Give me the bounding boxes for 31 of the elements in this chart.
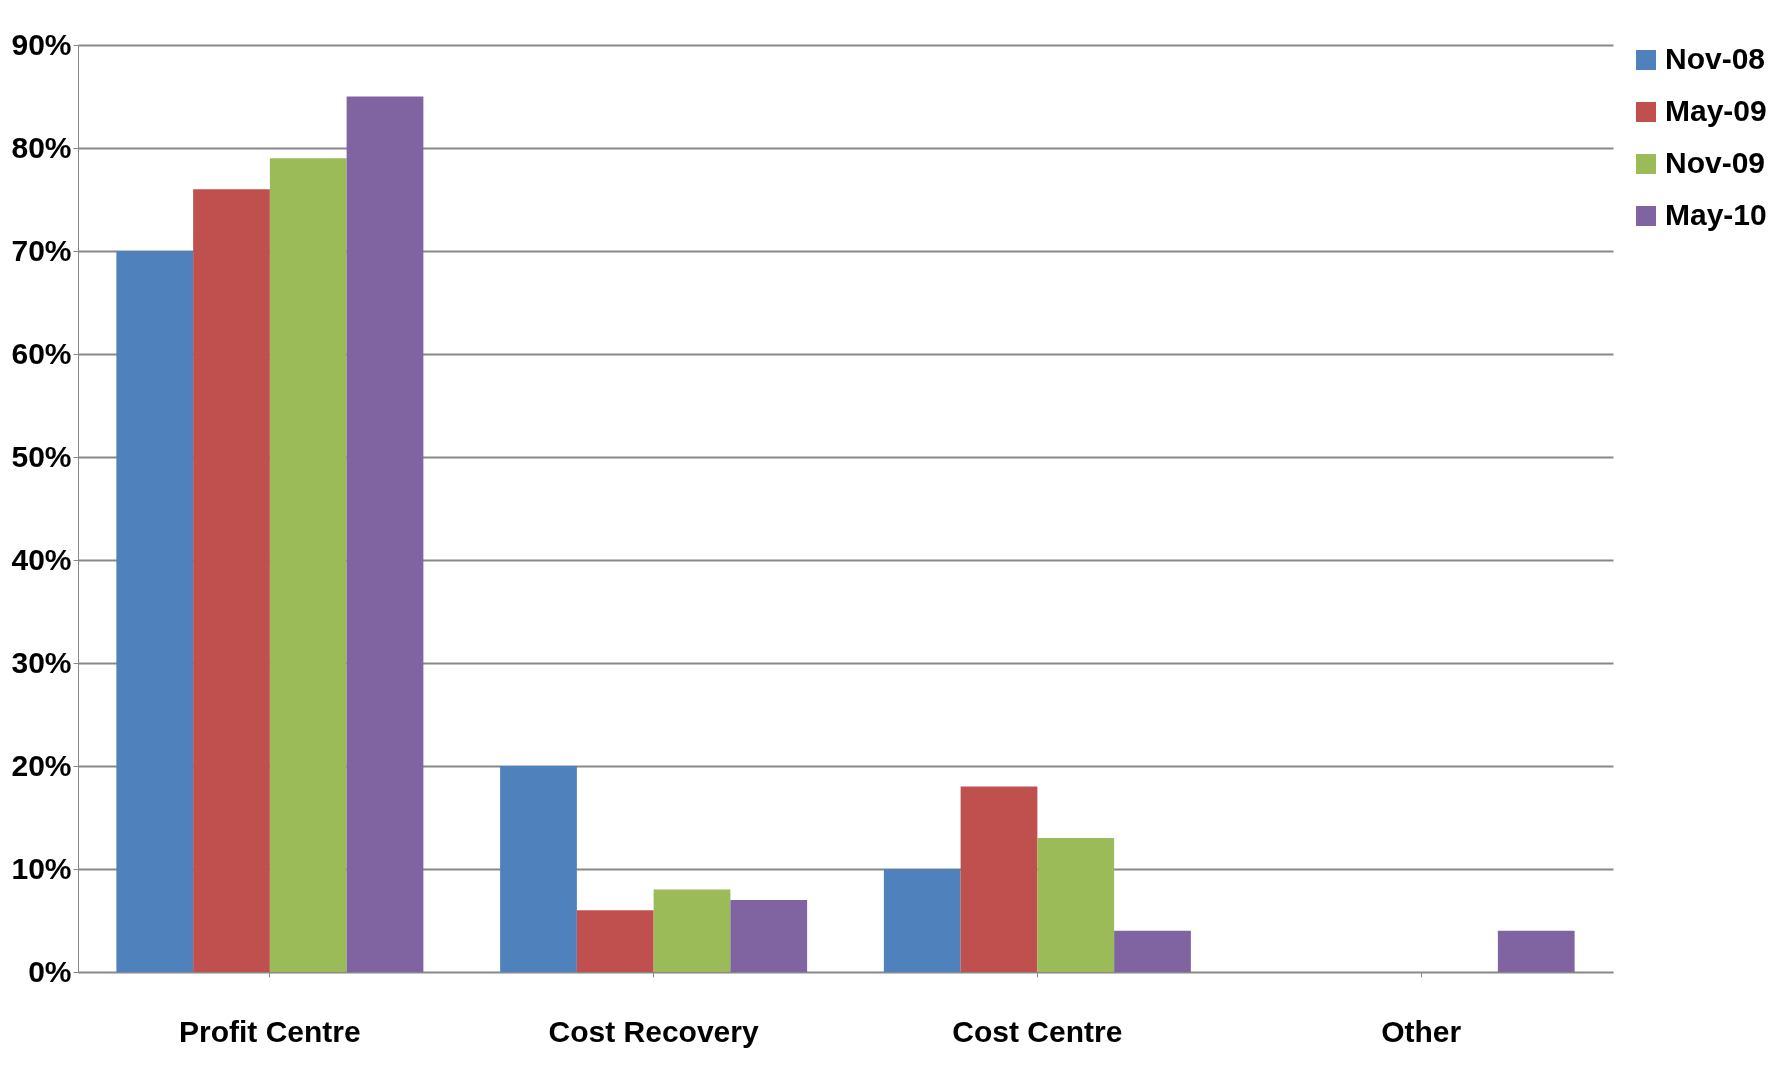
x-tick-label: Cost Recovery bbox=[548, 1014, 759, 1048]
y-tick-label: 20% bbox=[11, 748, 72, 782]
bar bbox=[1037, 838, 1115, 972]
bar bbox=[1114, 930, 1191, 972]
y-tick-label: 40% bbox=[11, 542, 72, 576]
legend-label: May-10 bbox=[1665, 198, 1767, 231]
x-tick-label: Cost Centre bbox=[952, 1014, 1123, 1048]
y-tick-label: 60% bbox=[11, 336, 72, 370]
bar bbox=[346, 96, 424, 972]
bar bbox=[269, 158, 347, 972]
legend-label: Nov-09 bbox=[1665, 146, 1766, 179]
y-tick-label: 30% bbox=[11, 645, 72, 679]
bar bbox=[653, 889, 731, 972]
bar bbox=[193, 189, 270, 972]
bar bbox=[116, 251, 194, 972]
bar bbox=[883, 869, 961, 972]
y-tick-label: 90% bbox=[11, 27, 72, 61]
legend-label: May-09 bbox=[1665, 94, 1767, 127]
x-tick-label: Profit Centre bbox=[179, 1014, 361, 1048]
y-tick-label: 10% bbox=[11, 851, 72, 885]
bar bbox=[576, 910, 654, 972]
x-tick-label: Other bbox=[1381, 1014, 1462, 1048]
y-tick-label: 80% bbox=[11, 130, 72, 164]
bar bbox=[730, 899, 808, 972]
y-tick-label: 0% bbox=[28, 954, 72, 988]
y-tick-label: 70% bbox=[11, 233, 72, 267]
bar bbox=[960, 786, 1038, 972]
bar bbox=[500, 766, 577, 972]
y-tick-label: 50% bbox=[11, 439, 72, 473]
bar bbox=[1497, 930, 1575, 972]
legend-label: Nov-08 bbox=[1665, 42, 1766, 75]
